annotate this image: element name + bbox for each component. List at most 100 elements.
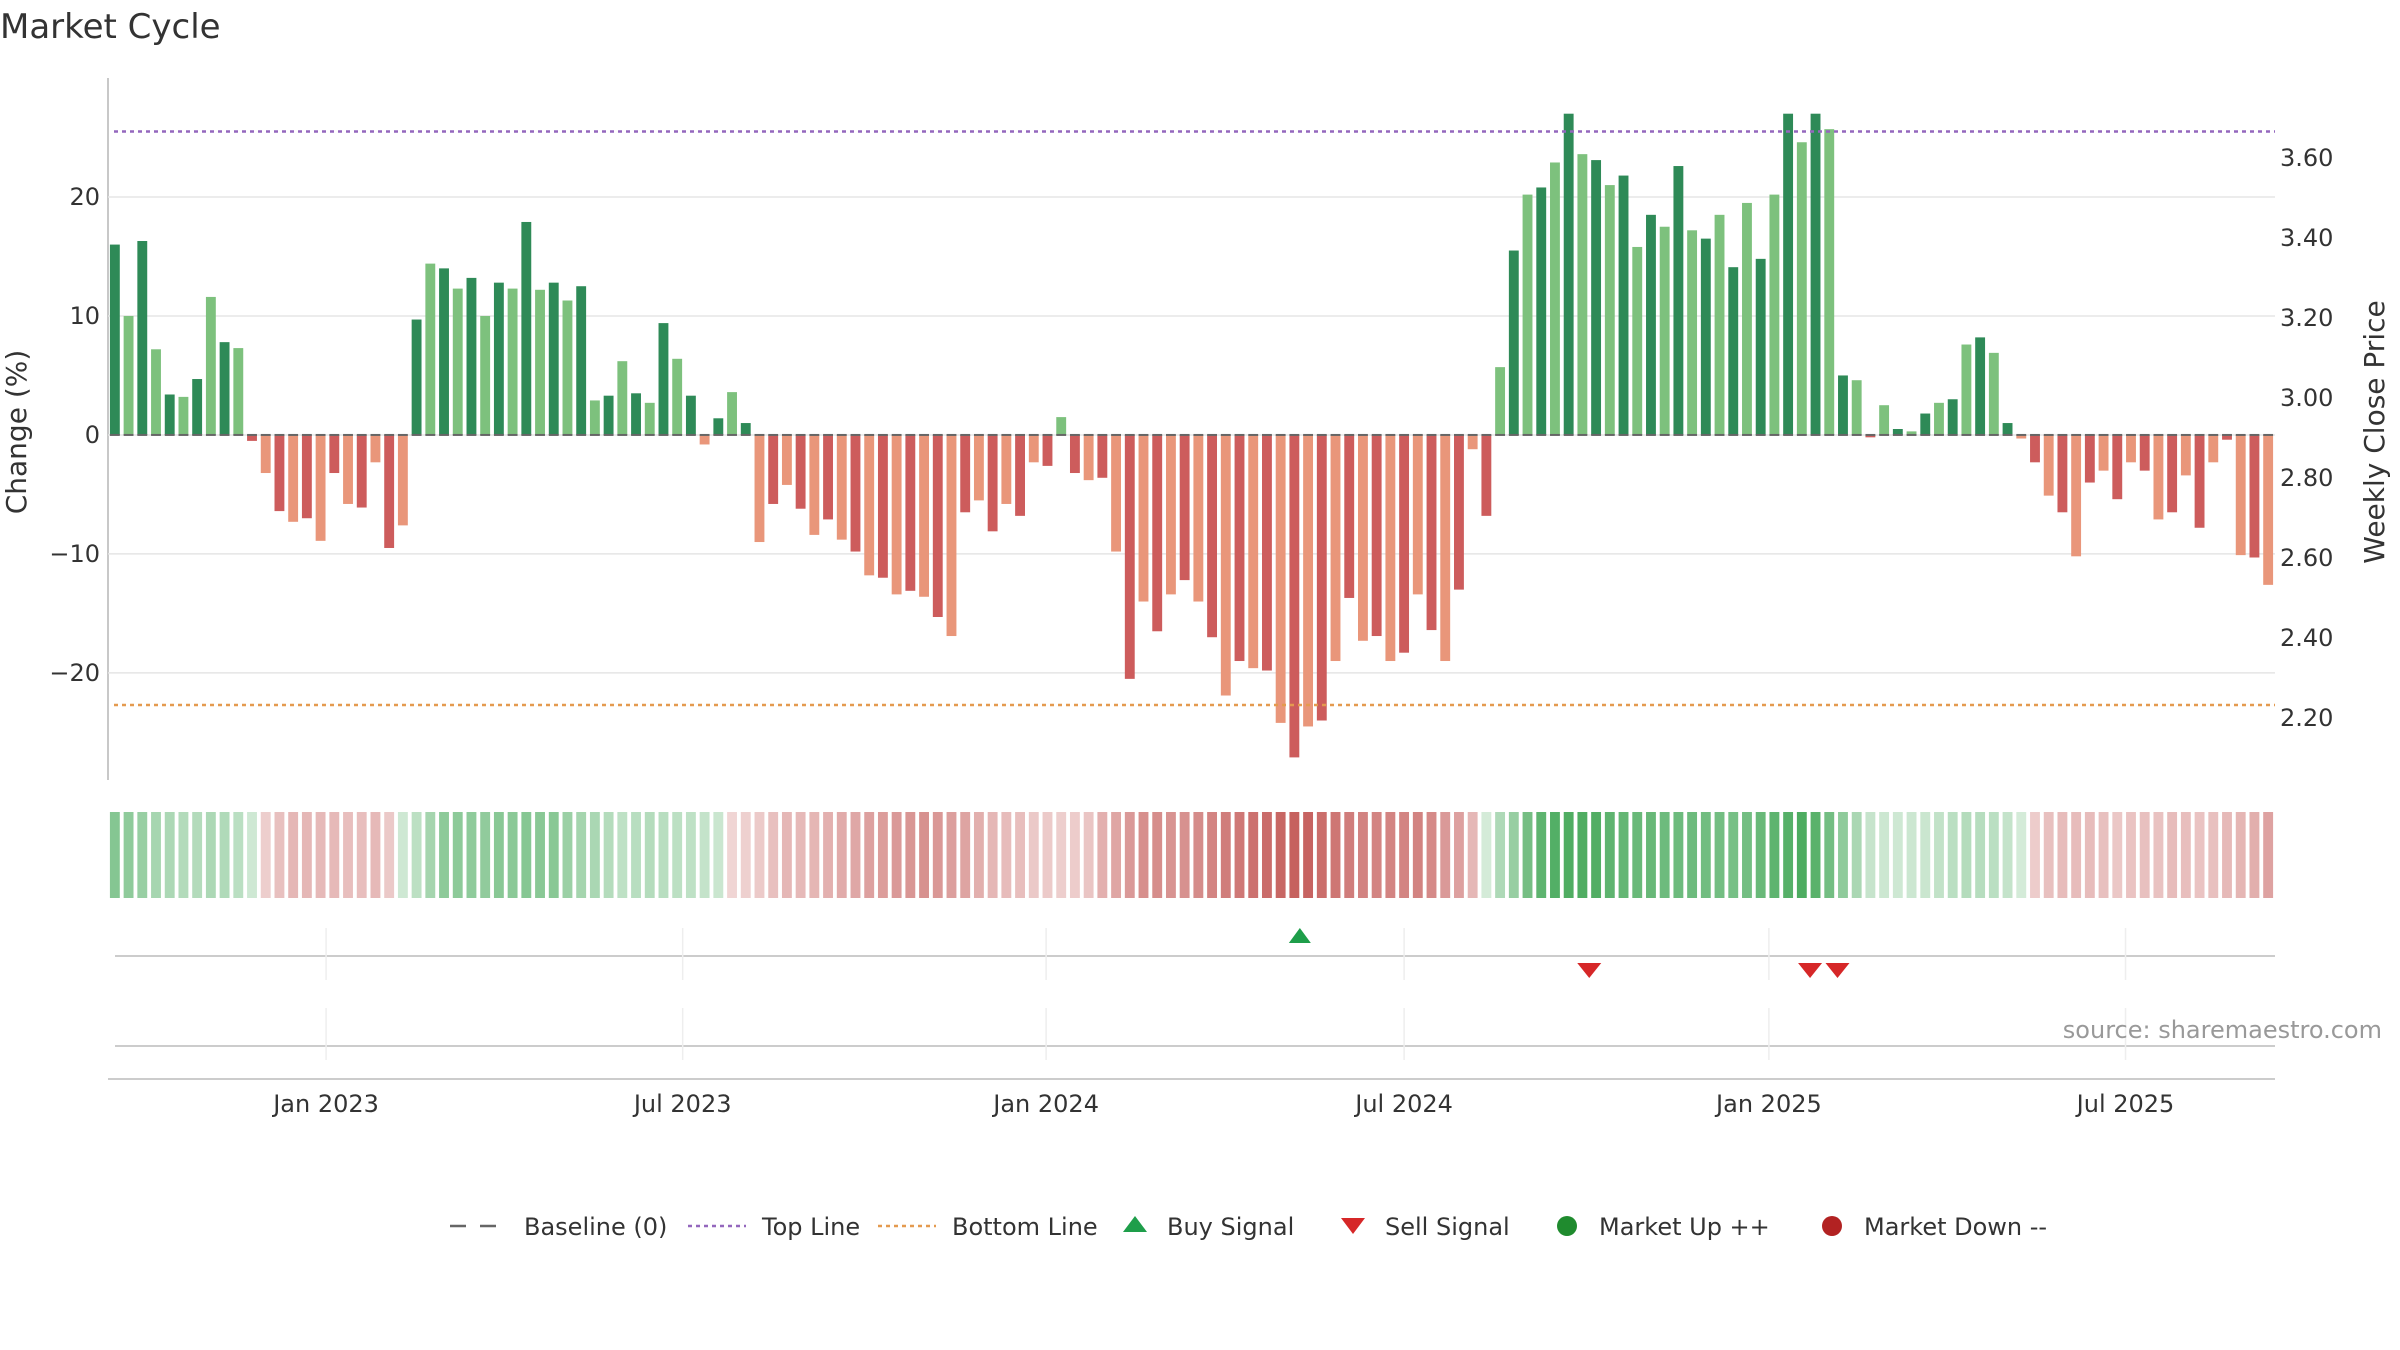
- bar: [1481, 434, 1492, 516]
- heat-cell: [1042, 812, 1053, 898]
- bar: [1769, 194, 1780, 435]
- heat-cell: [1947, 812, 1958, 898]
- heat-cell: [192, 812, 203, 898]
- bar: [1165, 434, 1176, 595]
- bar: [548, 282, 559, 435]
- bar: [2153, 434, 2164, 520]
- bar: [1028, 434, 1039, 463]
- bar: [2235, 434, 2246, 556]
- legend-label: Market Down --: [1864, 1213, 2047, 1241]
- bar: [1687, 230, 1698, 435]
- heat-cell: [1508, 812, 1519, 898]
- heat-cell: [1920, 812, 1931, 898]
- bar: [781, 434, 792, 485]
- bar: [178, 396, 189, 435]
- bar: [932, 434, 943, 617]
- bar: [877, 434, 888, 578]
- heat-cell: [685, 812, 696, 898]
- heat-cell: [137, 812, 148, 898]
- heat-cell: [1152, 812, 1163, 898]
- bar: [1536, 187, 1547, 435]
- bar: [260, 434, 271, 474]
- heat-cell: [562, 812, 573, 898]
- bar: [1440, 434, 1451, 662]
- bar: [1851, 380, 1862, 435]
- bar: [507, 288, 518, 435]
- sell-signal-marker: [1798, 963, 1823, 978]
- legend-label: Buy Signal: [1167, 1213, 1294, 1241]
- bar: [631, 393, 641, 435]
- heat-cell: [1001, 812, 1012, 898]
- heat-cell: [1289, 812, 1300, 898]
- y2-tick-label: 3.60: [2280, 144, 2333, 172]
- bar: [301, 434, 312, 519]
- y2-axis-ticks: 3.60 3.40 3.20 3.00 2.80 2.60 2.40 2.20: [2280, 144, 2333, 732]
- heat-cell: [1495, 812, 1506, 898]
- bar: [370, 434, 381, 463]
- heat-cell: [288, 812, 299, 898]
- heat-cell: [1165, 812, 1176, 898]
- heat-cell: [2057, 812, 2068, 898]
- x-tick-label: Jan 2024: [991, 1090, 1099, 1118]
- heat-cell: [1975, 812, 1986, 898]
- heat-cell: [1906, 812, 1917, 898]
- heat-cell: [1234, 812, 1245, 898]
- heat-cell: [1563, 812, 1574, 898]
- heat-cell: [2222, 812, 2232, 898]
- bar: [891, 434, 902, 595]
- heat-cell: [1385, 812, 1396, 898]
- bar: [425, 263, 436, 435]
- bar: [987, 434, 998, 532]
- heat-cell: [768, 812, 779, 898]
- bar: [1220, 434, 1231, 696]
- bar: [1275, 434, 1286, 723]
- heat-cell: [576, 812, 587, 898]
- bar: [480, 315, 491, 435]
- reference-lines: [114, 130, 2275, 707]
- bar: [754, 434, 765, 543]
- bar: [2139, 434, 2150, 471]
- heat-cell: [343, 812, 353, 898]
- bar: [1796, 142, 1807, 435]
- bar: [1646, 214, 1656, 435]
- heat-cell: [205, 812, 216, 898]
- bar: [1728, 267, 1739, 435]
- heat-cell: [356, 812, 367, 898]
- bar: [1069, 434, 1080, 474]
- heat-cell: [2235, 812, 2246, 898]
- heat-cell: [1371, 812, 1382, 898]
- heat-cell: [219, 812, 230, 898]
- heat-cell: [1111, 812, 1122, 898]
- heat-cell: [535, 812, 545, 898]
- bar: [535, 289, 545, 435]
- heat-cell: [946, 812, 957, 898]
- heat-cell: [2194, 812, 2205, 898]
- bar: [192, 379, 203, 435]
- bar: [795, 434, 806, 509]
- heat-cell: [1783, 812, 1794, 898]
- bar: [685, 395, 696, 435]
- heat-cell: [233, 812, 244, 898]
- bar: [151, 349, 161, 435]
- heat-cell: [1632, 812, 1643, 898]
- bar: [2180, 434, 2191, 476]
- bar: [1124, 434, 1135, 679]
- heat-cell: [1316, 812, 1327, 898]
- bar: [1591, 160, 1602, 435]
- bar: [1577, 154, 1588, 435]
- heat-cell: [960, 812, 971, 898]
- bar: [2208, 434, 2219, 463]
- heat-cell: [1481, 812, 1492, 898]
- sell-signal-marker: [1825, 963, 1850, 978]
- bar: [1193, 434, 1204, 602]
- bar: [1083, 434, 1094, 481]
- heat-cell: [754, 812, 765, 898]
- heat-cell: [1330, 812, 1341, 898]
- heat-cell: [2030, 812, 2040, 898]
- bar: [562, 300, 573, 435]
- heat-cell: [1179, 812, 1190, 898]
- heat-cell: [1618, 812, 1629, 898]
- heat-cell: [699, 812, 710, 898]
- heat-cell: [891, 812, 902, 898]
- heat-cell: [1961, 812, 1972, 898]
